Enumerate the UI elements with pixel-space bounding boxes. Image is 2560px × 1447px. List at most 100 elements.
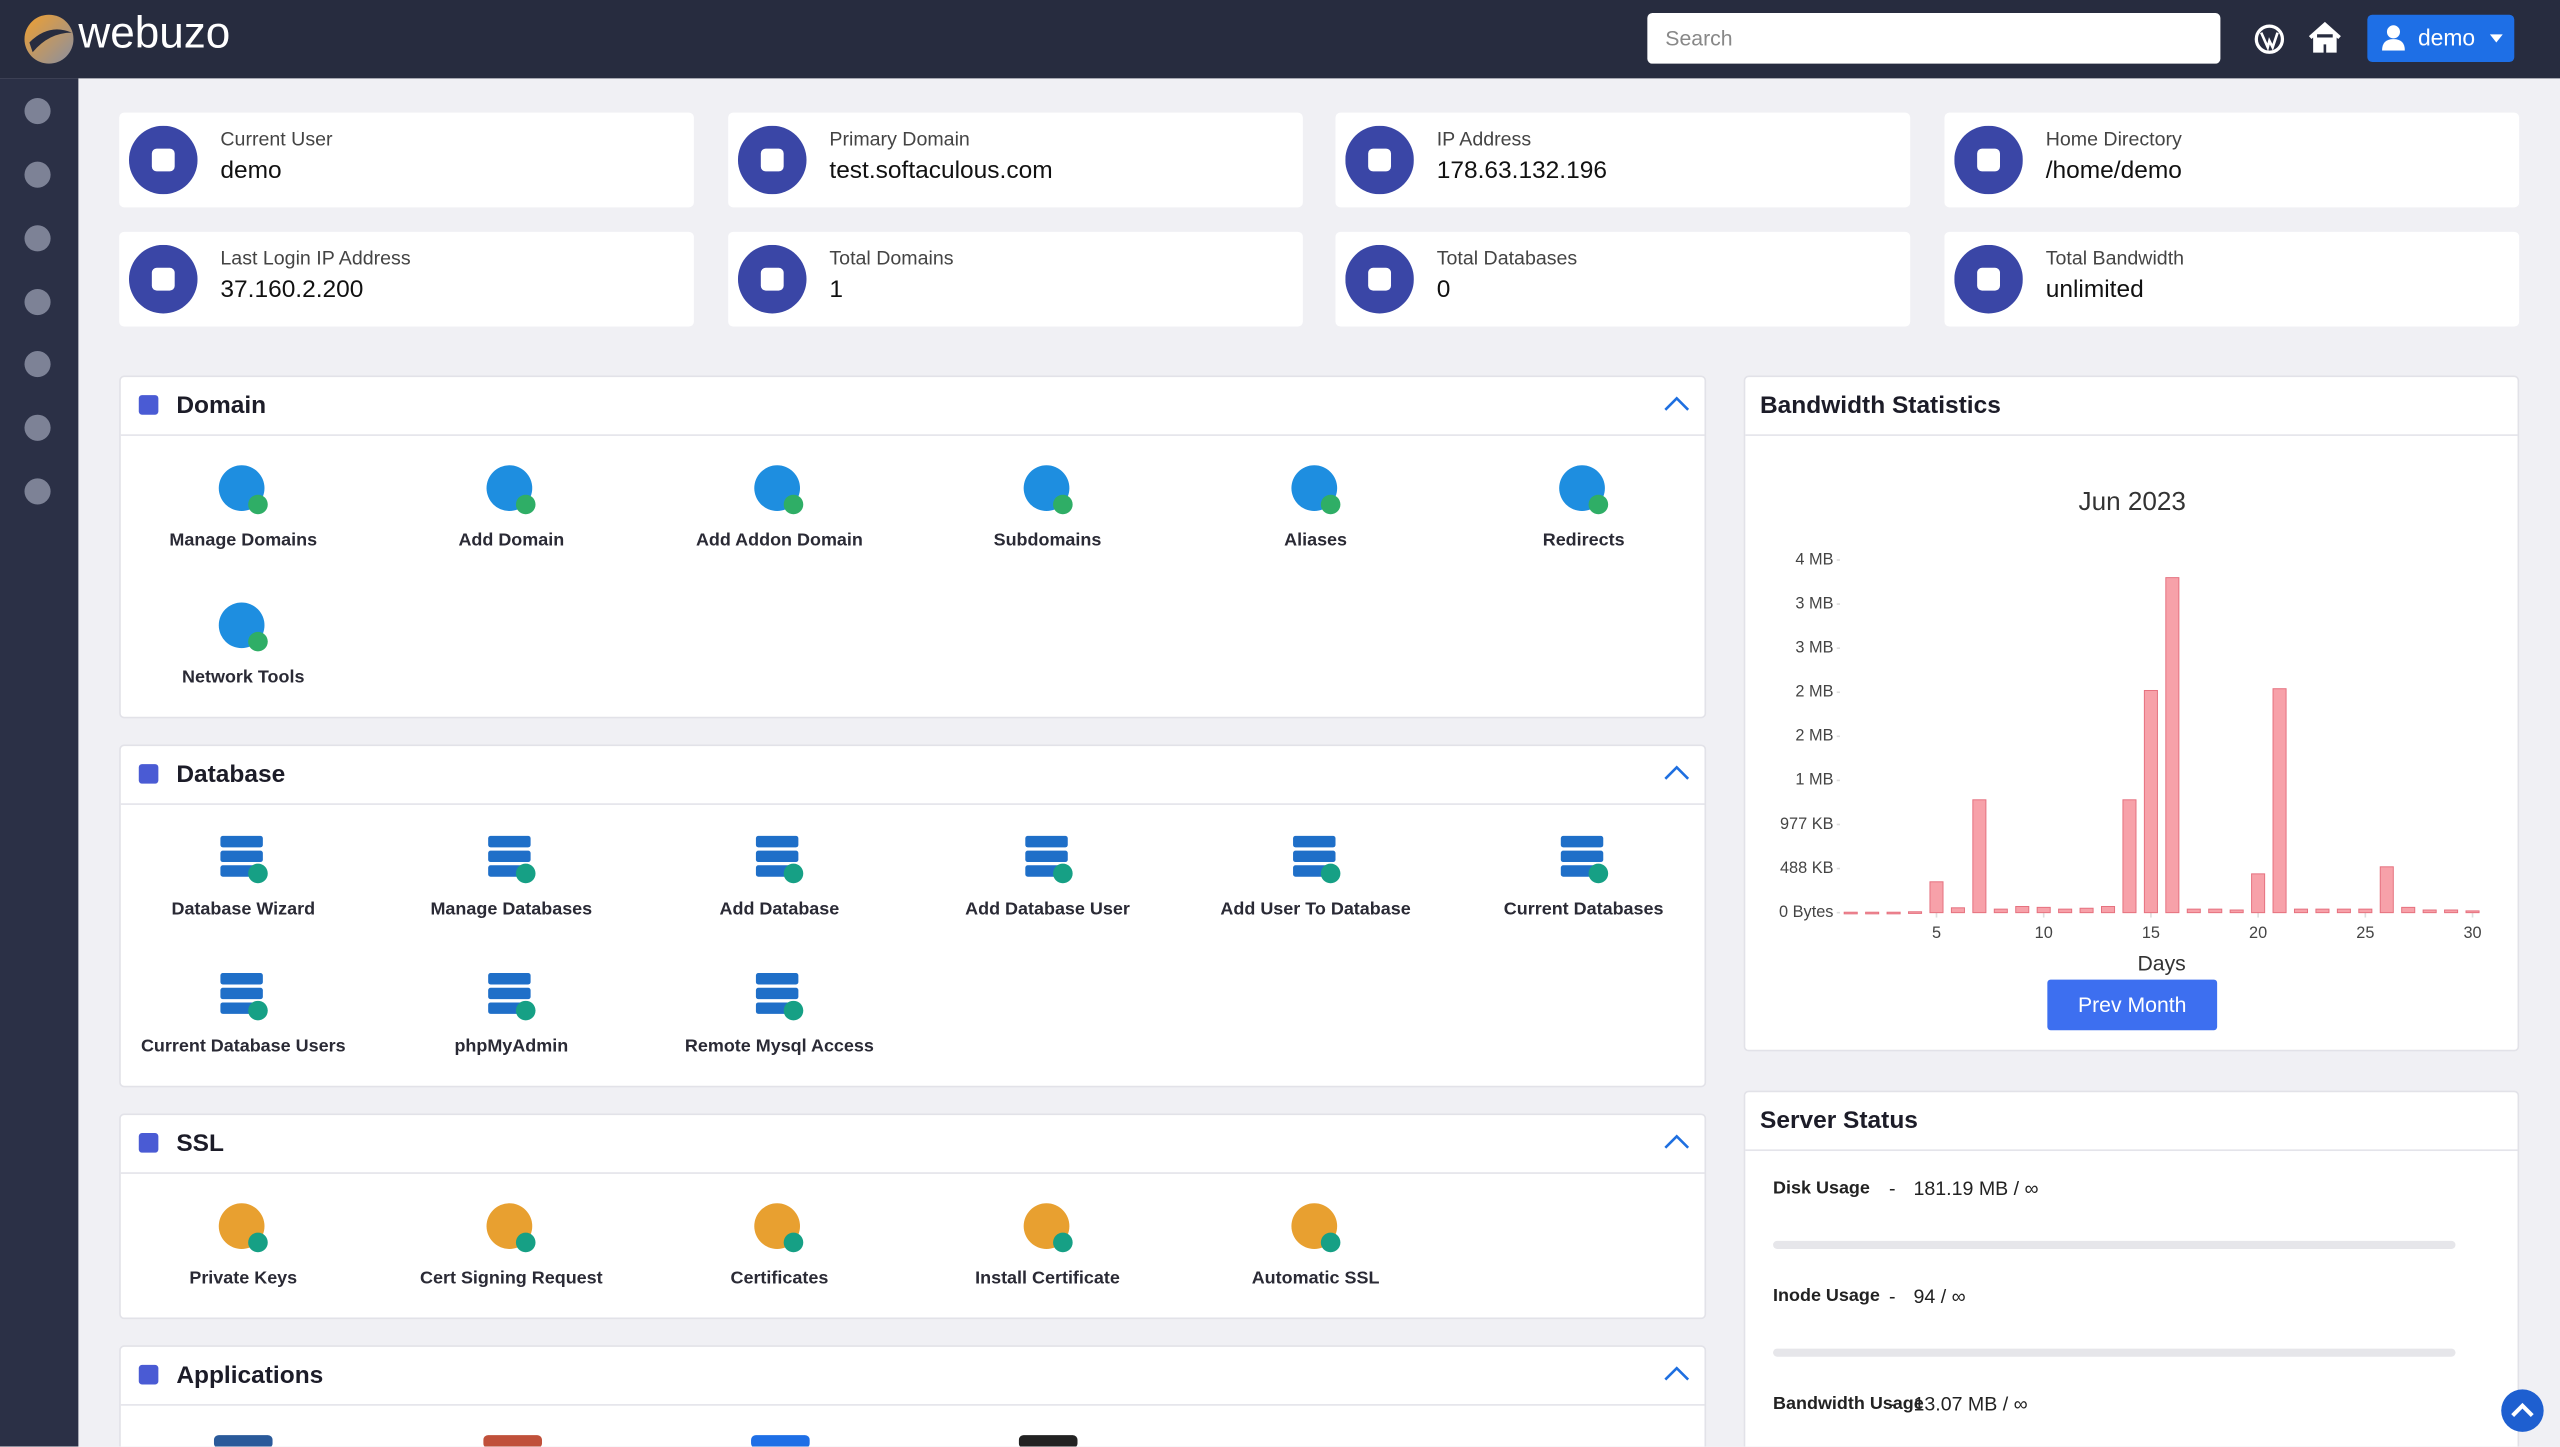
tool-label[interactable]: Add Database xyxy=(719,899,840,920)
icon-shape xyxy=(756,987,800,1000)
bandwidth-chart: Jun 2023 Days 0 Bytes 488 KB 977 KB 1 MB 2 MB 2… xyxy=(1779,486,2482,976)
tool-icon[interactable] xyxy=(1018,1432,1078,1447)
bar xyxy=(2143,689,2158,914)
tool-icon[interactable] xyxy=(482,1198,541,1257)
tool-label[interactable]: phpMyAdmin xyxy=(454,1036,569,1057)
bar xyxy=(2444,909,2459,914)
prev-month-button[interactable]: Prev Month xyxy=(2047,979,2218,1031)
tool-label[interactable]: Redirects xyxy=(1542,530,1625,551)
tool-icon[interactable] xyxy=(750,1198,809,1257)
card-label: Total Bandwidth xyxy=(2045,246,2185,270)
icon-shape xyxy=(756,835,800,848)
tool-label[interactable]: Network Tools xyxy=(182,667,305,688)
card-icon xyxy=(737,244,807,314)
x-tick-label: 25 xyxy=(2356,924,2374,942)
tool-label[interactable]: Install Certificate xyxy=(975,1268,1120,1289)
icon-shape xyxy=(488,835,531,848)
tool-label[interactable]: Add Database User xyxy=(965,899,1130,920)
tool-label[interactable]: Remote Mysql Access xyxy=(684,1036,874,1057)
tool-label[interactable]: Manage Domains xyxy=(169,530,318,551)
tool-label[interactable]: Automatic SSL xyxy=(1251,1268,1380,1289)
panel-header-icon xyxy=(138,1133,159,1153)
tool-icon[interactable] xyxy=(482,829,541,888)
status-label: Inode Usage xyxy=(1773,1286,1880,1307)
scroll-top-button[interactable] xyxy=(2500,1388,2546,1434)
tool-icon[interactable] xyxy=(750,967,809,1026)
status-value: 13.07 MB / ∞ xyxy=(1913,1392,2028,1416)
tool-icon[interactable] xyxy=(214,967,273,1026)
bar xyxy=(2465,910,2480,914)
collapse-toggle[interactable] xyxy=(1664,1131,1690,1151)
tool-label[interactable]: Database Wizard xyxy=(171,899,316,920)
tool-label[interactable]: Cert Signing Request xyxy=(420,1268,603,1289)
icon-shape xyxy=(1560,835,1604,848)
sidebar-icon[interactable] xyxy=(21,348,54,381)
panel-header: Applications xyxy=(120,1347,1705,1406)
sidebar-icon[interactable] xyxy=(21,475,54,508)
x-tick-label: 20 xyxy=(2249,924,2267,942)
bandwidth-panel: Bandwidth Statistics Prev Month Jun 2023… xyxy=(1743,375,2520,1052)
icon-shape xyxy=(220,973,263,985)
tool-icon[interactable] xyxy=(1286,829,1345,888)
tool-icon[interactable] xyxy=(1554,829,1613,888)
tool-icon[interactable] xyxy=(482,460,541,519)
tool-icon[interactable] xyxy=(750,829,809,888)
tool-icon[interactable] xyxy=(214,598,273,657)
tool-icon[interactable] xyxy=(213,1432,273,1447)
tool-label[interactable]: Subdomains xyxy=(993,530,1102,551)
tool-label[interactable]: Add Addon Domain xyxy=(695,530,863,551)
x-tick-label: 15 xyxy=(2142,924,2160,942)
tool-icon[interactable] xyxy=(483,1432,543,1447)
tool-icon[interactable] xyxy=(1018,1198,1077,1257)
collapse-toggle[interactable] xyxy=(1664,762,1690,782)
tool-icon[interactable] xyxy=(214,829,273,888)
tool-icon[interactable] xyxy=(750,460,809,519)
tool-icon[interactable] xyxy=(1018,829,1077,888)
tool-icon[interactable] xyxy=(1018,460,1077,519)
tool-label[interactable]: Private Keys xyxy=(189,1268,298,1289)
card-icon xyxy=(1954,244,2023,314)
tool-label[interactable]: Current Database Users xyxy=(140,1036,346,1057)
server-status-panel: Server Status Disk Usage -181.19 MB / ∞ In… xyxy=(1743,1090,2520,1447)
tool-label[interactable]: Current Databases xyxy=(1503,899,1664,920)
tool-icon[interactable] xyxy=(482,967,541,1026)
tool-label[interactable]: Add User To Database xyxy=(1220,899,1411,920)
icon-badge xyxy=(1052,863,1072,884)
tool-label[interactable]: Aliases xyxy=(1284,530,1348,551)
icon-badge xyxy=(1588,863,1609,884)
icon-shape xyxy=(488,987,531,1000)
icon-badge xyxy=(516,1000,536,1021)
icon-badge xyxy=(784,1000,804,1021)
user-button[interactable]: demo xyxy=(2367,14,2515,63)
icon-badge xyxy=(1052,494,1072,515)
wordpress-icon[interactable] xyxy=(2253,23,2286,56)
tool-label[interactable]: Manage Databases xyxy=(430,899,593,920)
card-value: /home/demo xyxy=(2045,156,2182,185)
collapse-toggle[interactable] xyxy=(1664,393,1690,413)
sidebar-icon[interactable] xyxy=(21,95,54,128)
tool-icon[interactable] xyxy=(1286,460,1345,519)
card-label: IP Address xyxy=(1436,127,1532,151)
chevron xyxy=(1664,396,1690,411)
bar xyxy=(2336,908,2351,914)
tool-icon[interactable] xyxy=(751,1432,810,1447)
icon-shape xyxy=(1560,850,1604,863)
bar xyxy=(1972,799,1987,914)
sidebar-icon[interactable] xyxy=(21,286,54,319)
bar xyxy=(2208,908,2223,914)
tool-label[interactable]: Certificates xyxy=(730,1268,829,1289)
icon-shape xyxy=(756,973,800,985)
search-box[interactable]: Search xyxy=(1647,13,2221,64)
bar xyxy=(2058,908,2073,914)
tool-label[interactable]: Add Domain xyxy=(458,530,565,551)
sidebar-icon[interactable] xyxy=(21,158,54,191)
sidebar-icon[interactable] xyxy=(21,411,54,444)
home-icon[interactable] xyxy=(2307,21,2343,54)
tool-icon[interactable] xyxy=(1554,460,1613,519)
tool-icon[interactable] xyxy=(214,1198,273,1257)
icon-shape xyxy=(138,1364,159,1385)
sidebar-icon[interactable] xyxy=(21,222,54,255)
tool-icon[interactable] xyxy=(214,460,273,519)
tool-icon[interactable] xyxy=(1286,1198,1345,1257)
collapse-toggle[interactable] xyxy=(1664,1363,1690,1383)
